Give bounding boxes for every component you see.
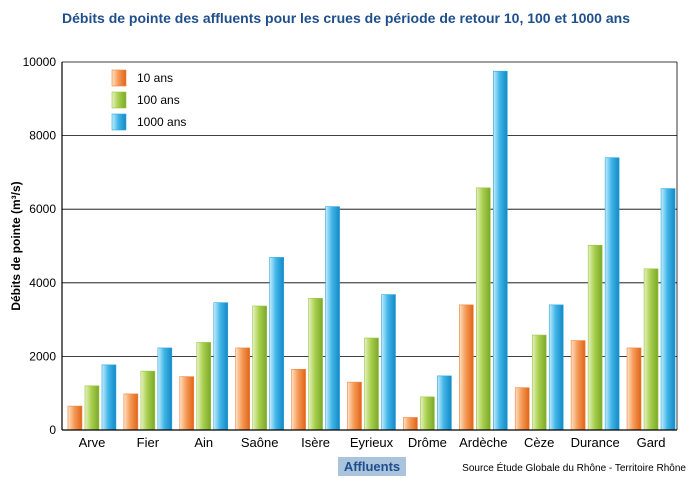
legend-label: 1000 ans bbox=[137, 115, 186, 129]
bar-drôme-100-ans bbox=[420, 396, 435, 431]
x-axis-label: Affluents bbox=[344, 459, 400, 474]
bar-arve-10-ans bbox=[67, 405, 83, 431]
bar-ardèche-10-ans bbox=[459, 304, 474, 431]
bar-durance-100-ans bbox=[587, 244, 603, 431]
x-tick-label: Cèze bbox=[524, 435, 554, 450]
x-tick-label: Fier bbox=[137, 435, 160, 450]
bar-ardèche-100-ans bbox=[476, 187, 491, 431]
bars bbox=[67, 70, 676, 431]
chart-title: Débits de pointe des affluents pour les … bbox=[62, 10, 630, 26]
y-tick-label: 0 bbox=[49, 423, 56, 437]
bar-saône-10-ans bbox=[235, 347, 250, 431]
bar-cèze-1000-ans bbox=[548, 304, 564, 431]
bar-durance-10-ans bbox=[570, 340, 586, 431]
bar-arve-1000-ans bbox=[101, 364, 117, 431]
y-tick-label: 6000 bbox=[29, 202, 56, 216]
bar-gard-10-ans bbox=[626, 347, 642, 431]
bar-ain-10-ans bbox=[179, 376, 195, 431]
x-tick-label: Durance bbox=[571, 435, 620, 450]
legend-swatch bbox=[111, 69, 127, 87]
y-tick-label: 10000 bbox=[23, 55, 57, 69]
bar-isère-1000-ans bbox=[325, 206, 340, 431]
legend-swatch bbox=[111, 91, 127, 109]
bar-ardèche-1000-ans bbox=[493, 70, 508, 431]
bar-arve-100-ans bbox=[84, 385, 100, 431]
bar-eyrieux-10-ans bbox=[347, 381, 362, 431]
y-tick-label: 2000 bbox=[29, 349, 56, 363]
bar-drôme-1000-ans bbox=[437, 375, 452, 431]
x-tick-label: Ain bbox=[194, 435, 213, 450]
bar-saône-100-ans bbox=[252, 305, 267, 431]
x-tick-label: Ardèche bbox=[459, 435, 507, 450]
bar-isère-10-ans bbox=[291, 368, 306, 431]
bar-eyrieux-1000-ans bbox=[381, 294, 396, 431]
legend: 10 ans 100 ans 1000 ans bbox=[111, 69, 186, 131]
bar-ain-100-ans bbox=[196, 342, 212, 431]
x-tick-label: Drôme bbox=[408, 435, 447, 450]
x-tick-label: Saône bbox=[241, 435, 279, 450]
bar-eyrieux-100-ans bbox=[364, 337, 379, 431]
y-tick-label: 4000 bbox=[29, 276, 56, 290]
x-tick-label: Eyrieux bbox=[350, 435, 394, 450]
y-tick-label: 8000 bbox=[29, 129, 56, 143]
x-tick-label: Arve bbox=[79, 435, 106, 450]
legend-label: 100 ans bbox=[137, 93, 180, 107]
bar-gard-100-ans bbox=[643, 268, 659, 431]
bar-saône-1000-ans bbox=[269, 257, 284, 431]
bar-durance-1000-ans bbox=[604, 157, 620, 431]
x-axis-label-background bbox=[338, 457, 406, 476]
bar-gard-1000-ans bbox=[660, 188, 676, 431]
source-note: Source Étude Globale du Rhône - Territoi… bbox=[462, 461, 686, 474]
bar-fier-100-ans bbox=[140, 370, 156, 431]
y-axis-label: Débits de pointe (m³/s) bbox=[9, 181, 23, 310]
x-tick-label: Gard bbox=[637, 435, 666, 450]
bar-isère-100-ans bbox=[308, 297, 323, 431]
bar-cèze-10-ans bbox=[514, 387, 530, 431]
bar-fier-10-ans bbox=[123, 393, 139, 431]
axes: 0 2000 4000 6000 8000 10000 Arve Fier Ain Saône Is… bbox=[23, 55, 678, 450]
bar-fier-1000-ans bbox=[157, 347, 173, 431]
bar-cèze-100-ans bbox=[531, 334, 547, 431]
bar-ain-1000-ans bbox=[213, 302, 229, 431]
legend-label: 10 ans bbox=[137, 71, 173, 85]
legend-swatch bbox=[111, 113, 127, 131]
x-tick-label: Isère bbox=[301, 435, 330, 450]
bar-drôme-10-ans bbox=[403, 417, 418, 431]
